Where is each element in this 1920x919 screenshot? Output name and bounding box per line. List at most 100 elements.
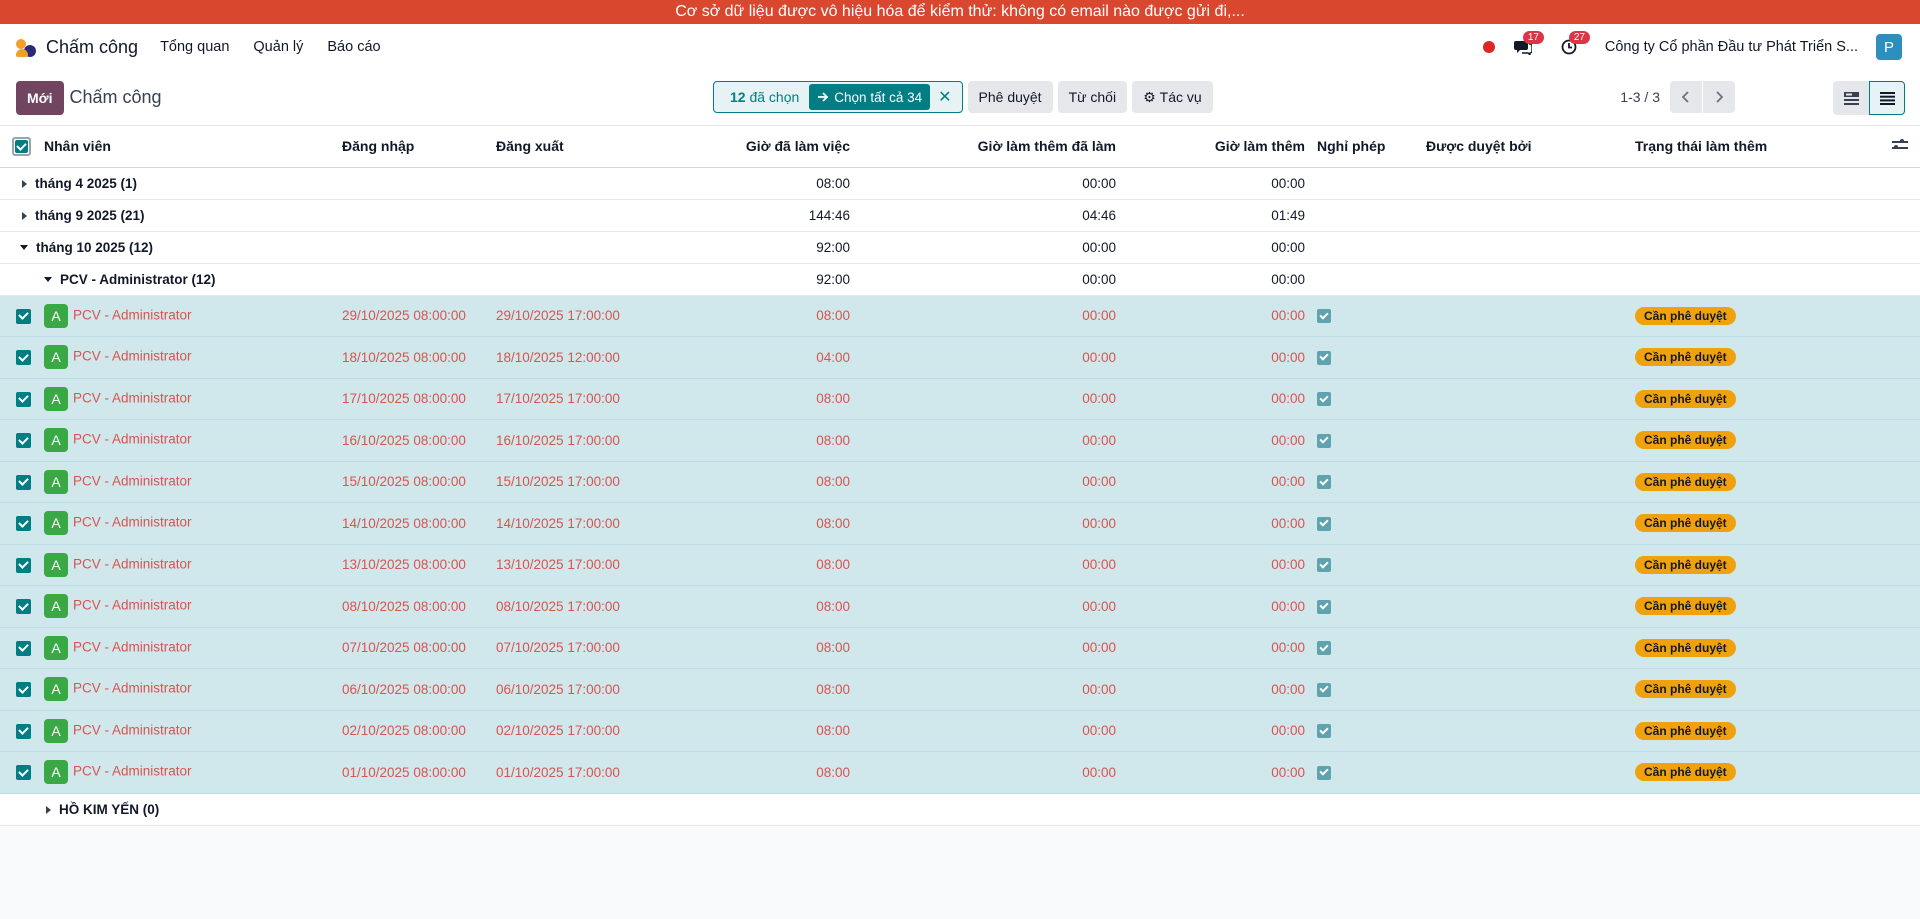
overtime-done-cell[interactable]: 00:00 [856, 336, 1122, 379]
row-checkbox[interactable] [0, 295, 38, 337]
kanban-view-icon[interactable] [1833, 81, 1869, 115]
leave-checkbox[interactable] [1311, 461, 1420, 503]
overtime-status-cell[interactable]: Cần phê duyệt [1629, 502, 1865, 545]
select-all-checkbox[interactable] [0, 126, 38, 168]
check-out-cell[interactable]: 06/10/2025 17:00:00 [490, 668, 655, 711]
check-out-cell[interactable]: 02/10/2025 17:00:00 [490, 710, 655, 752]
overtime-status-cell[interactable]: Cần phê duyệt [1629, 627, 1865, 669]
approved-by-cell[interactable] [1420, 419, 1629, 462]
overtime-done-cell[interactable]: 00:00 [856, 295, 1122, 337]
leave-checkbox[interactable] [1311, 295, 1420, 337]
company-switcher[interactable]: Công ty Cổ phần Đầu tư Phát Triển S... [1604, 39, 1858, 55]
close-icon[interactable]: ✕ [938, 89, 952, 106]
user-avatar[interactable]: P [1876, 34, 1902, 60]
column-check-in[interactable]: Đăng nhập [336, 126, 490, 168]
subgroup-row[interactable]: PCV - Administrator (12) 92:00 00:00 00:… [0, 263, 1920, 296]
table-row[interactable]: A PCV - Administrator 07/10/2025 08:00:00… [0, 627, 1920, 669]
column-leave[interactable]: Nghỉ phép [1311, 126, 1420, 168]
approved-by-cell[interactable] [1420, 751, 1629, 794]
row-checkbox[interactable] [0, 544, 38, 586]
overtime-done-cell[interactable]: 00:00 [856, 461, 1122, 503]
column-settings-icon[interactable] [1865, 126, 1920, 168]
overtime-cell[interactable]: 00:00 [1122, 378, 1311, 420]
column-overtime-done[interactable]: Giờ làm thêm đã làm [856, 126, 1122, 168]
worked-hours-cell[interactable]: 08:00 [655, 502, 856, 545]
employee-cell[interactable]: A PCV - Administrator [38, 544, 336, 586]
approved-by-cell[interactable] [1420, 295, 1629, 337]
row-checkbox[interactable] [0, 710, 38, 752]
overtime-cell[interactable]: 00:00 [1122, 668, 1311, 711]
overtime-cell[interactable]: 00:00 [1122, 295, 1311, 337]
overtime-done-cell[interactable]: 00:00 [856, 502, 1122, 545]
overtime-cell[interactable]: 00:00 [1122, 461, 1311, 503]
overtime-cell[interactable]: 00:00 [1122, 710, 1311, 752]
menu-manage[interactable]: Quản lý [253, 39, 304, 55]
worked-hours-cell[interactable]: 04:00 [655, 336, 856, 379]
check-out-cell[interactable]: 16/10/2025 17:00:00 [490, 419, 655, 462]
column-approved-by[interactable]: Được duyệt bởi [1420, 126, 1629, 168]
actions-button[interactable]: ⚙ Tác vụ [1132, 81, 1213, 113]
column-employee[interactable]: Nhân viên [38, 126, 336, 168]
worked-hours-cell[interactable]: 08:00 [655, 544, 856, 586]
leave-checkbox[interactable] [1311, 419, 1420, 462]
check-in-cell[interactable]: 16/10/2025 08:00:00 [336, 419, 490, 462]
employee-cell[interactable]: A PCV - Administrator [38, 378, 336, 420]
row-checkbox[interactable] [0, 668, 38, 711]
check-in-cell[interactable]: 15/10/2025 08:00:00 [336, 461, 490, 503]
overtime-status-cell[interactable]: Cần phê duyệt [1629, 544, 1865, 586]
leave-checkbox[interactable] [1311, 710, 1420, 752]
row-checkbox[interactable] [0, 585, 38, 628]
leave-checkbox[interactable] [1311, 627, 1420, 669]
check-in-cell[interactable]: 17/10/2025 08:00:00 [336, 378, 490, 420]
list-view-icon[interactable] [1869, 81, 1905, 115]
app-name[interactable]: Chấm công [46, 36, 139, 57]
overtime-cell[interactable]: 00:00 [1122, 751, 1311, 794]
group-row[interactable]: tháng 10 2025 (12) 92:00 00:00 00:00 [0, 231, 1920, 264]
row-checkbox[interactable] [0, 461, 38, 503]
overtime-status-cell[interactable]: Cần phê duyệt [1629, 419, 1865, 462]
approved-by-cell[interactable] [1420, 668, 1629, 711]
check-out-cell[interactable]: 15/10/2025 17:00:00 [490, 461, 655, 503]
table-row[interactable]: A PCV - Administrator 18/10/2025 08:00:00… [0, 336, 1920, 379]
employee-cell[interactable]: A PCV - Administrator [38, 627, 336, 669]
worked-hours-cell[interactable]: 08:00 [655, 295, 856, 337]
leave-checkbox[interactable] [1311, 668, 1420, 711]
check-in-cell[interactable]: 08/10/2025 08:00:00 [336, 585, 490, 628]
worked-hours-cell[interactable]: 08:00 [655, 378, 856, 420]
overtime-status-cell[interactable]: Cần phê duyệt [1629, 295, 1865, 337]
table-row[interactable]: A PCV - Administrator 29/10/2025 08:00:00… [0, 295, 1920, 337]
employee-cell[interactable]: A PCV - Administrator [38, 585, 336, 628]
employee-cell[interactable]: A PCV - Administrator [38, 751, 336, 794]
overtime-status-cell[interactable]: Cần phê duyệt [1629, 585, 1865, 628]
worked-hours-cell[interactable]: 08:00 [655, 461, 856, 503]
table-row[interactable]: A PCV - Administrator 01/10/2025 08:00:00… [0, 751, 1920, 794]
group-row[interactable]: tháng 9 2025 (21) 144:46 04:46 01:49 [0, 199, 1920, 232]
table-row[interactable]: A PCV - Administrator 13/10/2025 08:00:00… [0, 544, 1920, 586]
pager-value[interactable]: 1-3 / 3 [1620, 89, 1660, 105]
approved-by-cell[interactable] [1420, 585, 1629, 628]
employee-cell[interactable]: A PCV - Administrator [38, 336, 336, 379]
record-dot-icon[interactable] [1482, 41, 1495, 53]
overtime-status-cell[interactable]: Cần phê duyệt [1629, 461, 1865, 503]
table-row[interactable]: A PCV - Administrator 08/10/2025 08:00:00… [0, 585, 1920, 628]
check-in-cell[interactable]: 06/10/2025 08:00:00 [336, 668, 490, 711]
row-checkbox[interactable] [0, 627, 38, 669]
worked-hours-cell[interactable]: 08:00 [655, 751, 856, 794]
worked-hours-cell[interactable]: 08:00 [655, 710, 856, 752]
check-out-cell[interactable]: 13/10/2025 17:00:00 [490, 544, 655, 586]
check-in-cell[interactable]: 02/10/2025 08:00:00 [336, 710, 490, 752]
worked-hours-cell[interactable]: 08:00 [655, 419, 856, 462]
leave-checkbox[interactable] [1311, 378, 1420, 420]
chat-icon[interactable]: 17 [1513, 31, 1544, 57]
approved-by-cell[interactable] [1420, 710, 1629, 752]
employee-cell[interactable]: A PCV - Administrator [38, 502, 336, 545]
overtime-cell[interactable]: 00:00 [1122, 419, 1311, 462]
overtime-cell[interactable]: 00:00 [1122, 627, 1311, 669]
select-all-button[interactable]: Chọn tất cả 34 [809, 84, 931, 110]
check-in-cell[interactable]: 14/10/2025 08:00:00 [336, 502, 490, 545]
table-row[interactable]: A PCV - Administrator 14/10/2025 08:00:00… [0, 502, 1920, 545]
overtime-done-cell[interactable]: 00:00 [856, 627, 1122, 669]
overtime-status-cell[interactable]: Cần phê duyệt [1629, 710, 1865, 752]
overtime-status-cell[interactable]: Cần phê duyệt [1629, 336, 1865, 379]
table-row[interactable]: A PCV - Administrator 02/10/2025 08:00:00… [0, 710, 1920, 752]
